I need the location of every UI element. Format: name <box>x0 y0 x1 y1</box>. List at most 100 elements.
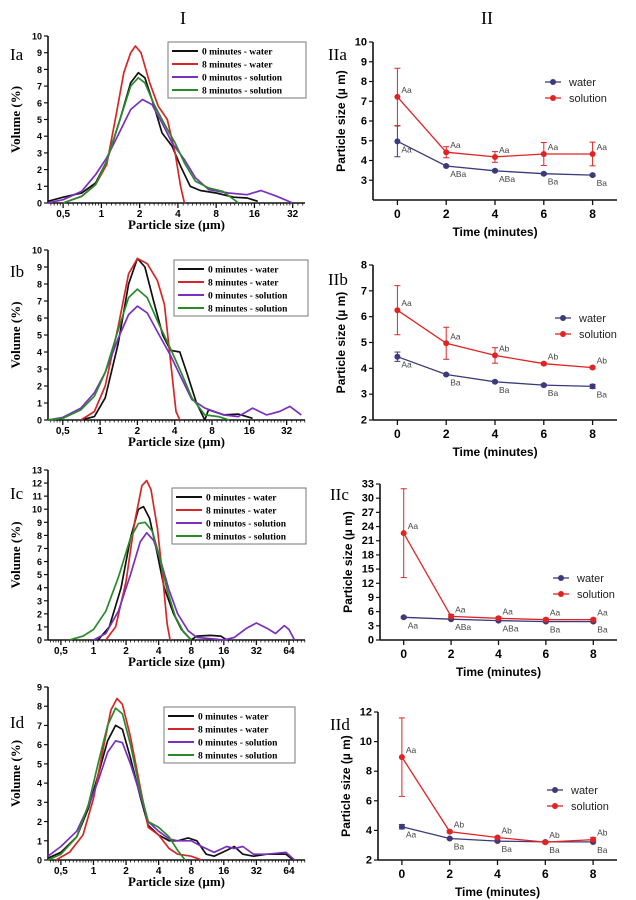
y-tick-label: 5 <box>37 331 42 341</box>
y-tick-label: 6 <box>368 606 374 618</box>
x-tick-label: 4 <box>494 867 501 881</box>
y-tick-label: 4 <box>37 779 42 789</box>
y-axis-label: Particle size (µ m) <box>339 735 353 837</box>
y-tick-label: 9 <box>368 592 374 604</box>
x-tick-label: 0,5 <box>54 646 68 657</box>
data-point <box>589 364 596 371</box>
y-tick-label: 9 <box>361 56 367 68</box>
x-tick-label: 4 <box>175 209 181 220</box>
series-line-8-minutes---water <box>55 697 202 861</box>
x-tick-label: 6 <box>543 647 550 661</box>
legend-entry: 8 minutes - solution <box>198 752 278 762</box>
legend-marker <box>558 591 564 597</box>
x-tick-label: 32 <box>251 866 263 877</box>
x-tick-label: 2 <box>123 646 129 657</box>
data-point <box>492 153 498 160</box>
data-point <box>394 93 401 100</box>
series-line-8-minutes---water <box>80 257 181 421</box>
legend-entry: 0 minutes - water <box>208 266 279 276</box>
data-point <box>398 823 405 830</box>
panel-label: IId <box>330 715 350 734</box>
data-point <box>540 382 547 389</box>
y-tick-label: 3 <box>361 389 367 401</box>
significance-label: Ba <box>597 845 608 855</box>
chart-IIb: IIb 2 3 4 5 6 7 8 0 2 4 6 8 Time (minutes) Particle si… <box>328 260 617 459</box>
significance-label: Ab <box>597 828 608 838</box>
data-point <box>492 167 498 174</box>
x-tick-label: 6 <box>540 427 547 441</box>
panel-label: Ia <box>10 45 24 64</box>
x-tick-label: 0 <box>394 427 401 441</box>
y-tick-label: 8 <box>366 766 372 778</box>
significance-label: Aa <box>406 830 417 840</box>
legend-entry: 8 minutos - solution <box>206 533 287 543</box>
x-tick-label: 16 <box>218 866 230 877</box>
x-tick-label: 8 <box>589 207 596 221</box>
legend: water solution <box>547 785 609 813</box>
x-axis-label: Time (minutes) <box>452 225 537 239</box>
data-point <box>540 150 547 157</box>
chart-IIa: IIa 3 4 5 6 7 8 9 10 0 2 4 6 8 Time (minutes) Particle … <box>328 37 617 239</box>
significance-label: Ba <box>450 378 461 388</box>
data-point <box>448 613 455 620</box>
x-tick-label: 32 <box>251 646 263 657</box>
legend-marker <box>560 331 566 337</box>
significance-label: Aa <box>401 360 412 370</box>
y-tick-label: 4 <box>37 583 42 593</box>
significance-label: Aa <box>503 606 514 616</box>
y-tick-label: 7 <box>361 285 367 297</box>
y-tick-label: 2 <box>366 855 372 867</box>
significance-label: Aa <box>597 608 608 618</box>
y-tick-label: 1 <box>37 399 42 409</box>
legend-entry: 8 minutos - solution <box>202 87 283 97</box>
series-line-0-minutos---solution <box>47 98 294 204</box>
x-tick-label: 8 <box>209 426 215 437</box>
y-tick-label: 6 <box>37 98 42 108</box>
legend-entry: 0 minutes - water <box>206 494 277 504</box>
data-point <box>394 307 401 314</box>
y-tick-label: 5 <box>361 337 367 349</box>
y-tick-label: 15 <box>362 564 374 576</box>
y-tick-label: 30 <box>362 493 374 505</box>
y-tick-label: 2 <box>37 382 42 392</box>
x-tick-label: 0 <box>394 207 401 221</box>
legend-entry: 0 minutos - solution <box>202 74 283 84</box>
y-tick-label: 1 <box>37 182 42 192</box>
panel-label: Ic <box>10 484 24 503</box>
chart-Ib: Ib 0 1 2 3 4 5 6 7 8 9 10 0,5 1 2 4 8 16 32 Particle size (… <box>8 246 309 449</box>
significance-label: Ab <box>502 826 513 836</box>
legend-entry: water <box>570 785 598 797</box>
y-axis-label: Volume (%) <box>8 740 23 807</box>
y-tick-label: 3 <box>361 175 367 187</box>
y-tick-label: 8 <box>361 76 367 88</box>
y-tick-label: 12 <box>360 707 372 719</box>
series-line-8-minutos---solution <box>69 521 192 641</box>
y-tick-label: 9 <box>37 518 42 528</box>
data-point <box>492 378 498 385</box>
x-tick-label: 8 <box>590 867 597 881</box>
y-tick-label: 10 <box>32 246 42 256</box>
y-tick-label: 6 <box>37 314 42 324</box>
y-tick-label: 1 <box>37 622 42 632</box>
chart-IId: IId 2 4 6 8 10 12 0 2 4 6 8 Time (minutes) Particle s… <box>330 707 617 899</box>
significance-label: Ba <box>499 385 510 395</box>
x-tick-label: 4 <box>492 427 499 441</box>
significance-label: Aa <box>499 145 510 155</box>
x-tick-label: 32 <box>281 426 293 437</box>
legend-entry: water <box>576 573 604 585</box>
y-tick-label: 2 <box>37 609 42 619</box>
legend-entry: water <box>578 313 606 325</box>
data-point <box>540 170 547 177</box>
data-point <box>589 150 596 157</box>
y-tick-label: 9 <box>37 263 42 273</box>
y-tick-label: 21 <box>362 535 374 547</box>
x-tick-label: 2 <box>443 207 450 221</box>
legend-entry: solution <box>577 589 615 601</box>
y-tick-label: 11 <box>32 492 42 502</box>
y-tick-label: 4 <box>37 348 42 358</box>
significance-label: Aa <box>548 142 559 152</box>
legend-entry: 8 minutes - water <box>198 726 269 736</box>
